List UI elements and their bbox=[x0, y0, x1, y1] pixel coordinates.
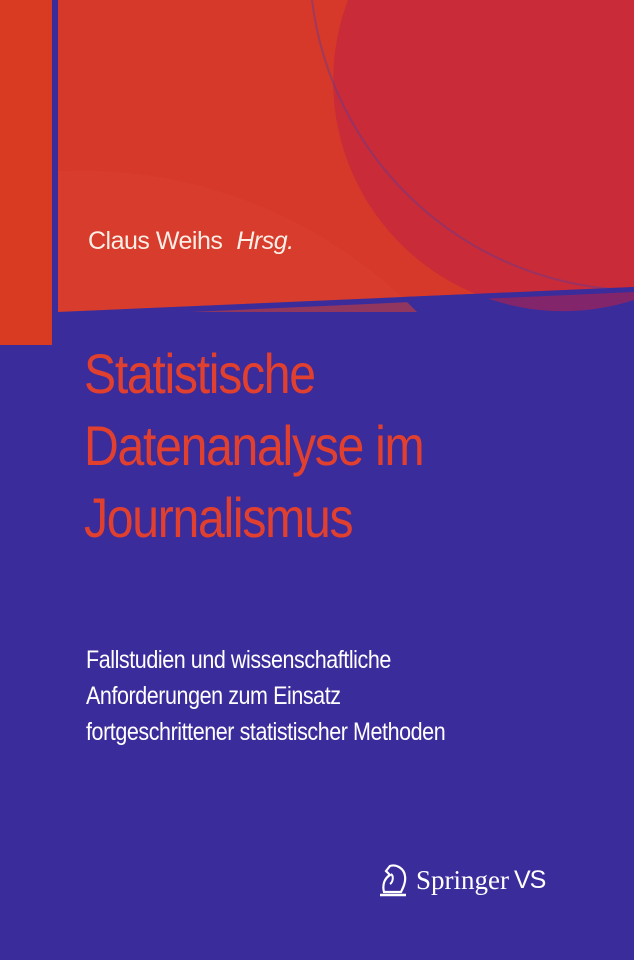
title-line: Journalismus bbox=[84, 486, 354, 549]
vertical-divider bbox=[52, 0, 58, 960]
author-line: Claus Weihs Hrsg. bbox=[88, 227, 294, 256]
author-name: Claus Weihs bbox=[88, 227, 223, 255]
editor-label: Hrsg. bbox=[236, 227, 294, 255]
decorative-arc bbox=[333, 0, 634, 312]
knight-horse-icon bbox=[380, 864, 407, 897]
book-title: Statistische Datenanalyse im Journalismu… bbox=[84, 338, 425, 554]
publisher-imprint: VS bbox=[513, 865, 546, 894]
decorative-arc bbox=[311, 0, 634, 291]
subtitle-line: Anforderungen zum Einsatz bbox=[86, 682, 341, 710]
publisher-name: Springer bbox=[416, 864, 509, 895]
publisher-logo: Springer VS bbox=[376, 862, 546, 898]
subtitle-line: fortgeschrittener statistischer Methoden bbox=[86, 718, 446, 746]
title-line: Statistische bbox=[84, 342, 316, 405]
subtitle-line: Fallstudien und wissenschaftliche bbox=[86, 646, 391, 674]
decorative-arc bbox=[58, 170, 417, 312]
spine-strip bbox=[0, 0, 52, 345]
title-line: Datenanalyse im bbox=[84, 414, 425, 477]
book-subtitle: Fallstudien und wissenschaftliche Anford… bbox=[86, 642, 446, 750]
